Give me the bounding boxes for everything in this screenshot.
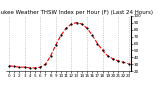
- Title: Milwaukee Weather THSW Index per Hour (F) (Last 24 Hours): Milwaukee Weather THSW Index per Hour (F…: [0, 10, 153, 15]
